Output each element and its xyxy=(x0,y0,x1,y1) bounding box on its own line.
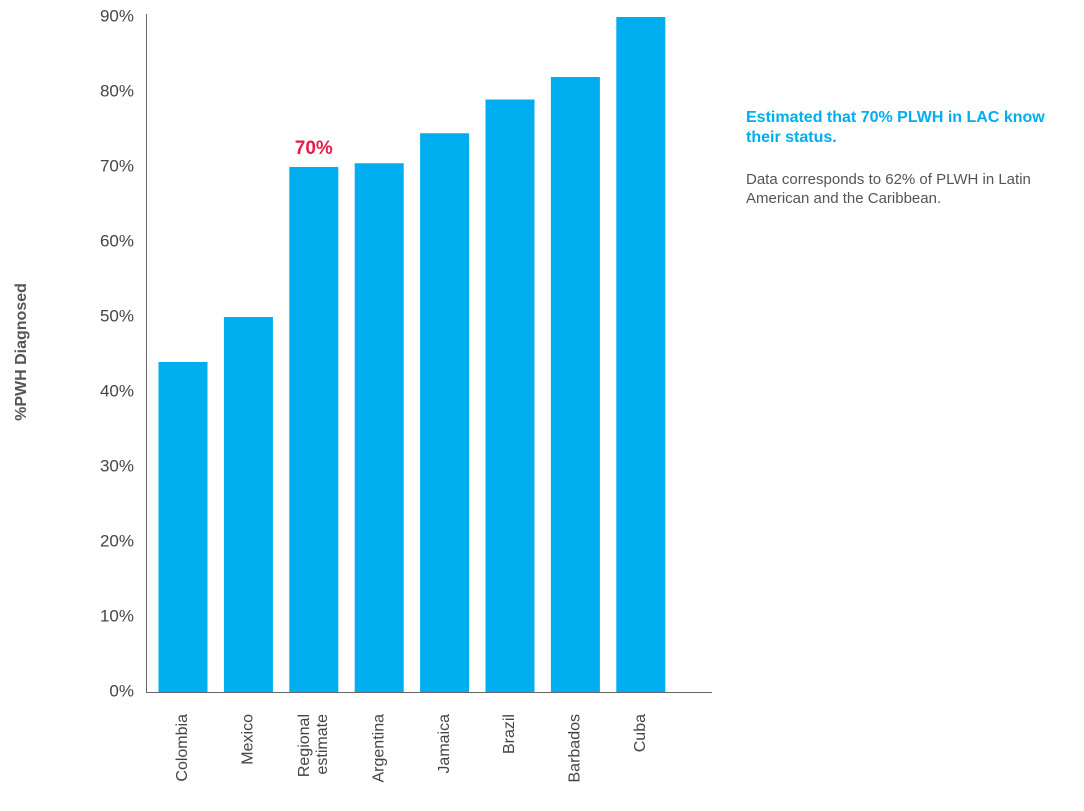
y-tick-label: 40% xyxy=(100,381,134,400)
y-axis-ticks: 0% 10% 20% 30% 40% 50% 60% 70% 80% 90% xyxy=(100,6,134,700)
data-label: 70% xyxy=(295,138,333,159)
y-tick-label: 80% xyxy=(100,81,134,100)
bar-cuba xyxy=(616,17,666,692)
category-label-line: Barbados xyxy=(567,714,584,783)
y-tick-label: 10% xyxy=(100,606,134,625)
category-label: Argentina xyxy=(370,714,387,783)
bar-barbados xyxy=(550,77,600,692)
category-label-line: Brazil xyxy=(501,714,518,754)
y-axis-label: %PWH Diagnosed xyxy=(13,283,30,421)
y-tick-label: 70% xyxy=(100,156,134,175)
category-label-line: Jamaica xyxy=(436,714,453,774)
category-label: Barbados xyxy=(567,714,584,783)
category-label-line: Regional xyxy=(296,714,313,777)
annotation-panel: Estimated that 70% PLWH in LAC know thei… xyxy=(746,108,1082,208)
y-tick-label: 0% xyxy=(109,681,134,700)
y-tick-label: 20% xyxy=(100,531,134,550)
bar-brazil xyxy=(485,99,535,692)
annotation-heading: Estimated that 70% PLWH in LAC know thei… xyxy=(746,109,1045,146)
category-label-line: Argentina xyxy=(370,714,387,783)
category-label-line: Mexico xyxy=(240,714,257,765)
category-labels: Colombia Mexico Regional estimate Argentina J… xyxy=(174,714,649,783)
annotation-body: Data corresponds to 62% of PLWH in Latin… xyxy=(746,171,1031,207)
category-label: Jamaica xyxy=(436,714,453,774)
y-tick-label: 90% xyxy=(100,6,134,25)
bar-mexico xyxy=(223,317,273,692)
category-label-line: Cuba xyxy=(632,714,649,752)
category-label-line: estimate xyxy=(314,714,331,775)
bar-argentina xyxy=(354,163,404,692)
category-label: Regional estimate xyxy=(296,714,331,777)
bar-regional-estimate xyxy=(289,167,339,692)
y-tick-label: 30% xyxy=(100,456,134,475)
bars xyxy=(158,17,666,692)
y-tick-label: 60% xyxy=(100,231,134,250)
bar-jamaica xyxy=(420,133,470,692)
category-label: Colombia xyxy=(174,714,191,782)
category-label: Brazil xyxy=(501,714,518,754)
category-label: Cuba xyxy=(632,714,649,752)
data-labels: 70% xyxy=(295,138,333,159)
category-label: Mexico xyxy=(240,714,257,765)
category-label-line: Colombia xyxy=(174,714,191,782)
bar-colombia xyxy=(158,362,208,692)
y-tick-label: 50% xyxy=(100,306,134,325)
